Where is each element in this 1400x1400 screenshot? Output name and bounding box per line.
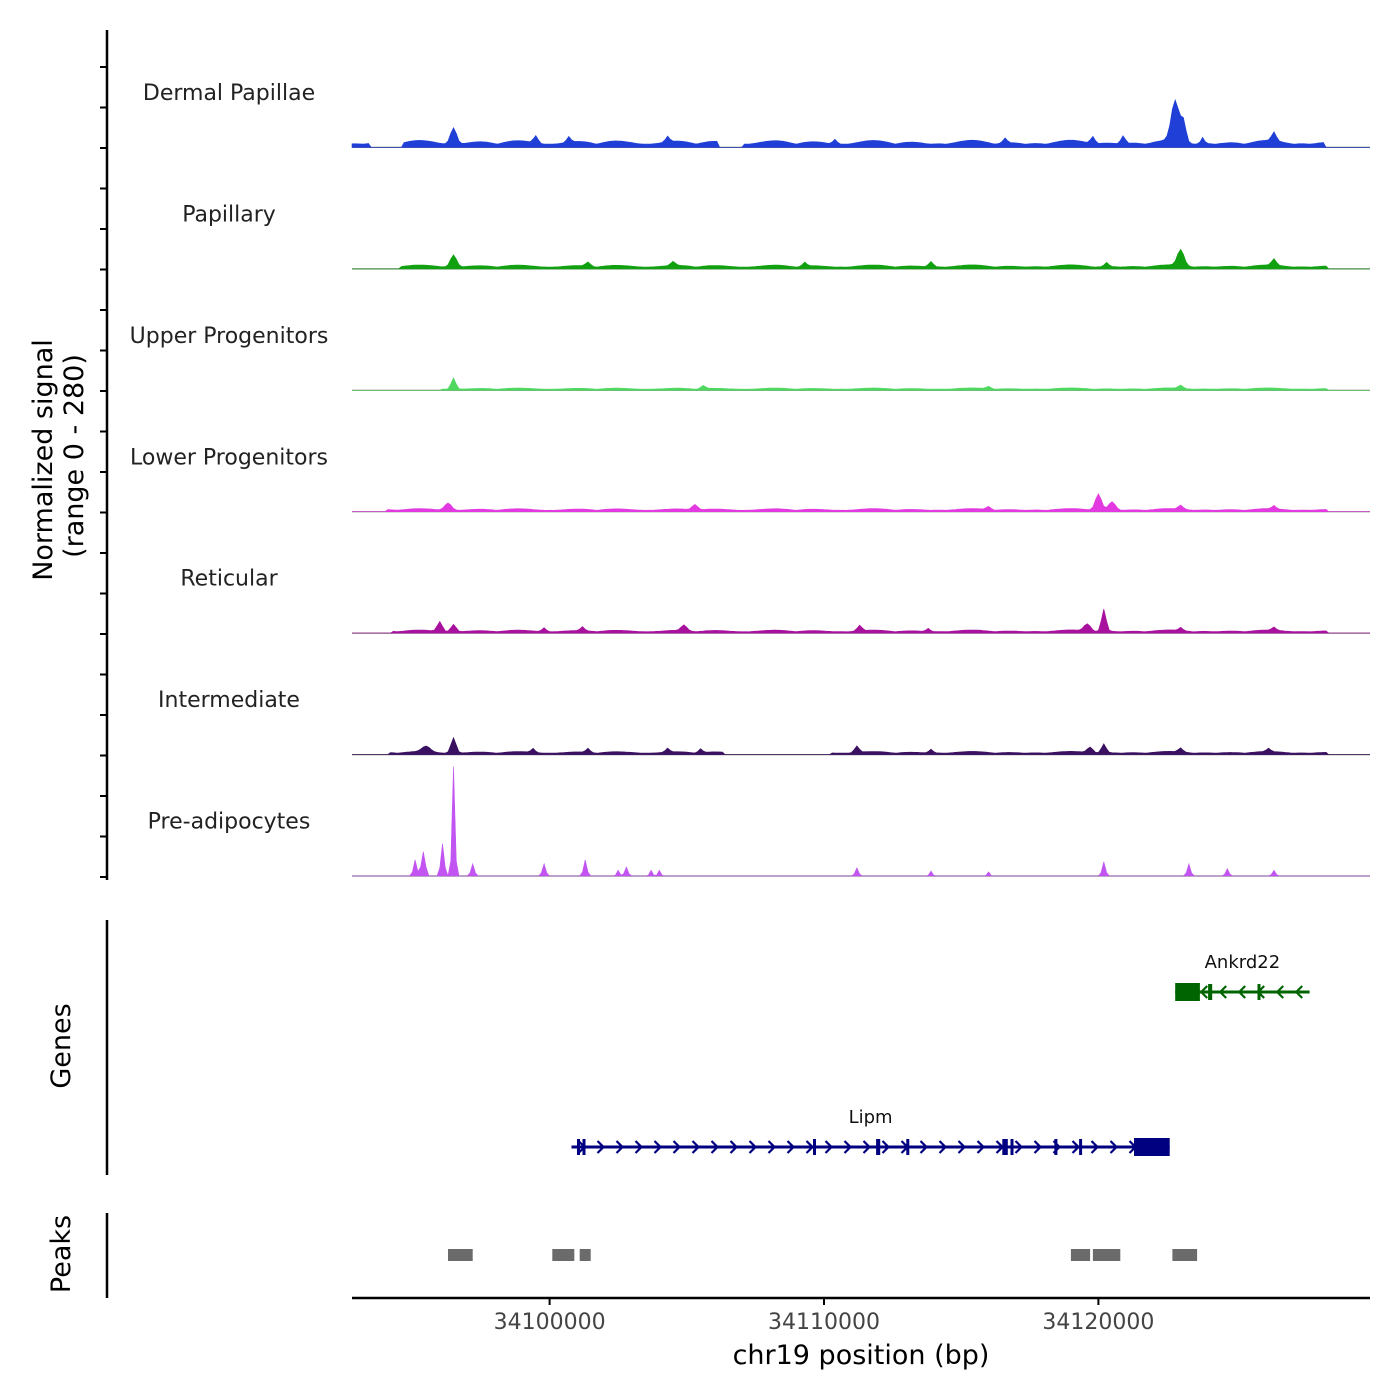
gene-exon <box>1257 984 1261 1000</box>
track-label: Pre-adipocytes <box>148 810 311 835</box>
coverage-area <box>352 493 1370 512</box>
strand-arrow <box>1199 985 1208 999</box>
gene-model: Lipm <box>571 1107 1170 1156</box>
strand-arrow <box>748 1140 758 1154</box>
track-label: Intermediate <box>158 688 300 713</box>
strand-arrow <box>824 1140 834 1154</box>
gene-exon <box>1134 1138 1170 1156</box>
x-tick-label: 34110000 <box>768 1310 880 1335</box>
strand-arrow <box>1109 1140 1119 1154</box>
peak-region <box>552 1249 575 1261</box>
gene-model: Ankrd22 <box>1175 952 1310 1001</box>
gene-exon <box>1175 983 1200 1001</box>
coverage-area <box>352 766 1370 877</box>
strand-arrow <box>1294 985 1303 999</box>
gene-models: Ankrd22 Lipm <box>571 952 1310 1156</box>
peak-region <box>1070 1249 1091 1261</box>
gene-exon <box>876 1139 881 1155</box>
coverage-tracks: Dermal Papillae Papillary Upper Progenitor… <box>130 81 1370 877</box>
track-label: Reticular <box>180 567 278 592</box>
strand-arrow <box>729 1140 739 1154</box>
strand-arrow <box>1014 1140 1024 1154</box>
gene-name-label: Lipm <box>849 1107 893 1128</box>
coverage-track: Papillary <box>182 202 1370 270</box>
peak-region <box>1092 1249 1121 1261</box>
strand-arrow <box>1275 985 1284 999</box>
coverage-y-label-line2: (range 0 - 280) <box>59 354 90 558</box>
coverage-track: Upper Progenitors <box>130 324 1370 391</box>
strand-arrow <box>1090 1140 1100 1154</box>
strand-arrow <box>919 1140 929 1154</box>
strand-arrow <box>767 1140 777 1154</box>
strand-arrow <box>1071 1140 1081 1154</box>
gene-exon <box>1002 1139 1008 1155</box>
gene-exon <box>1054 1139 1058 1155</box>
coverage-area <box>352 608 1370 634</box>
strand-arrow <box>710 1140 720 1154</box>
peak-region <box>1172 1249 1198 1261</box>
strand-arrow <box>615 1140 625 1154</box>
coverage-area <box>351 98 1370 148</box>
coverage-track: Intermediate <box>158 688 1370 756</box>
strand-arrow <box>596 1140 606 1154</box>
strand-arrow <box>672 1140 682 1154</box>
strand-arrow <box>805 1140 815 1154</box>
strand-arrow <box>843 1140 853 1154</box>
strand-arrow <box>1218 985 1227 999</box>
x-tick-label: 34120000 <box>1042 1310 1154 1335</box>
gene-exon <box>1079 1139 1083 1155</box>
genes-panel-label: Genes <box>46 1003 77 1088</box>
strand-arrow <box>938 1140 948 1154</box>
gene-name-label: Ankrd22 <box>1205 952 1281 973</box>
track-label: Dermal Papillae <box>143 81 315 106</box>
coverage-area <box>352 377 1370 391</box>
peak-region <box>579 1249 591 1261</box>
peaks-panel-label: Peaks <box>46 1215 77 1293</box>
strand-arrow <box>862 1140 872 1154</box>
peak-region <box>448 1249 473 1261</box>
x-axis-ticks: 34100000 34110000 34120000 <box>494 1298 1154 1335</box>
gene-exon <box>1208 984 1213 1000</box>
gene-exon <box>1010 1139 1014 1155</box>
track-label: Lower Progenitors <box>130 445 328 470</box>
gene-exon <box>582 1139 586 1155</box>
coverage-y-label-line1: Normalized signal <box>28 339 59 581</box>
strand-arrow <box>786 1140 796 1154</box>
x-axis-label: chr19 position (bp) <box>733 1340 990 1371</box>
x-tick-label: 34100000 <box>494 1310 606 1335</box>
gene-exon <box>577 1139 580 1155</box>
track-label: Papillary <box>182 202 276 227</box>
coverage-area <box>352 736 1370 755</box>
gene-exon <box>906 1139 910 1155</box>
strand-arrow <box>634 1140 644 1154</box>
coverage-track: Lower Progenitors <box>130 445 1370 513</box>
strand-arrow <box>1237 985 1246 999</box>
strand-arrow <box>691 1140 701 1154</box>
peak-regions <box>448 1249 1198 1261</box>
strand-arrow <box>881 1140 891 1154</box>
strand-arrow <box>976 1140 986 1154</box>
strand-arrow <box>653 1140 663 1154</box>
strand-arrow <box>1033 1140 1043 1154</box>
coverage-y-axis-ticks <box>100 66 107 878</box>
coverage-area <box>352 248 1370 270</box>
track-label: Upper Progenitors <box>130 324 329 349</box>
gene-exon <box>813 1139 816 1155</box>
coverage-track: Pre-adipocytes <box>148 766 1370 877</box>
strand-arrow <box>957 1140 967 1154</box>
coverage-track: Reticular <box>180 567 1370 634</box>
coverage-track: Dermal Papillae <box>143 81 1370 148</box>
